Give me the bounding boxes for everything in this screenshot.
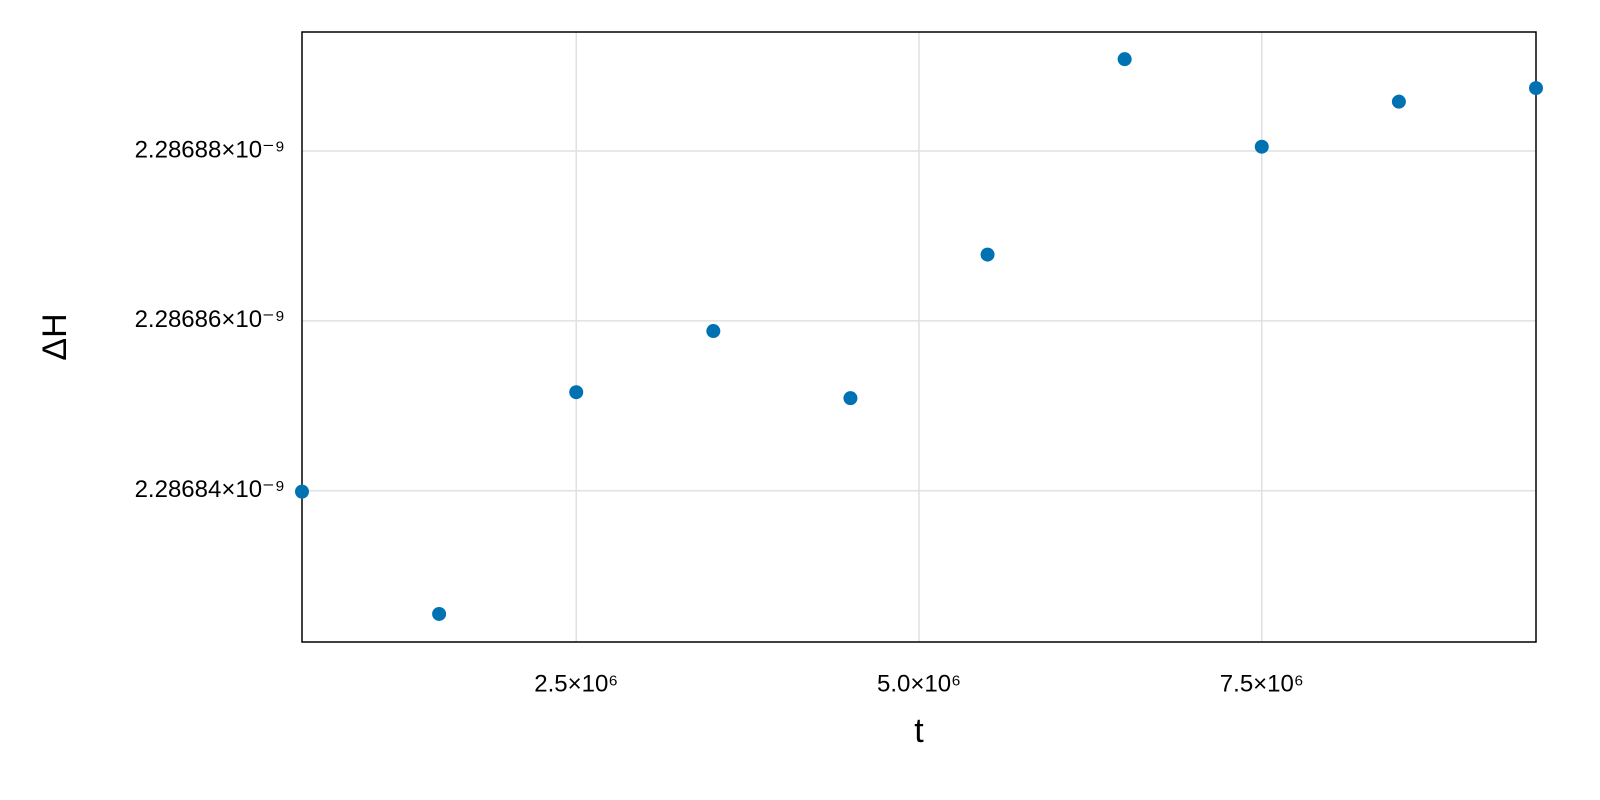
data-point bbox=[706, 324, 721, 339]
x-tick-label: 5.0×10⁶ bbox=[877, 670, 961, 697]
x-axis-label: t bbox=[914, 712, 924, 750]
x-tick-label: 2.5×10⁶ bbox=[534, 670, 618, 697]
data-point bbox=[980, 247, 995, 262]
data-point bbox=[1117, 52, 1132, 67]
data-point bbox=[432, 606, 447, 621]
y-tick-label: 2.28688×10⁻⁹ bbox=[135, 136, 285, 163]
data-point bbox=[1254, 139, 1269, 154]
plot-frame bbox=[301, 31, 1537, 643]
y-axis-label: ΔH bbox=[36, 313, 74, 360]
data-point bbox=[1391, 94, 1406, 109]
data-point bbox=[843, 391, 858, 406]
y-tick-label: 2.28686×10⁻⁹ bbox=[135, 306, 285, 333]
data-point bbox=[1529, 81, 1543, 96]
x-tick-label: 7.5×10⁶ bbox=[1220, 670, 1304, 697]
data-point bbox=[569, 385, 584, 400]
y-tick-label: 2.28684×10⁻⁹ bbox=[135, 476, 285, 503]
grid bbox=[302, 32, 1536, 642]
data-point bbox=[295, 484, 309, 499]
